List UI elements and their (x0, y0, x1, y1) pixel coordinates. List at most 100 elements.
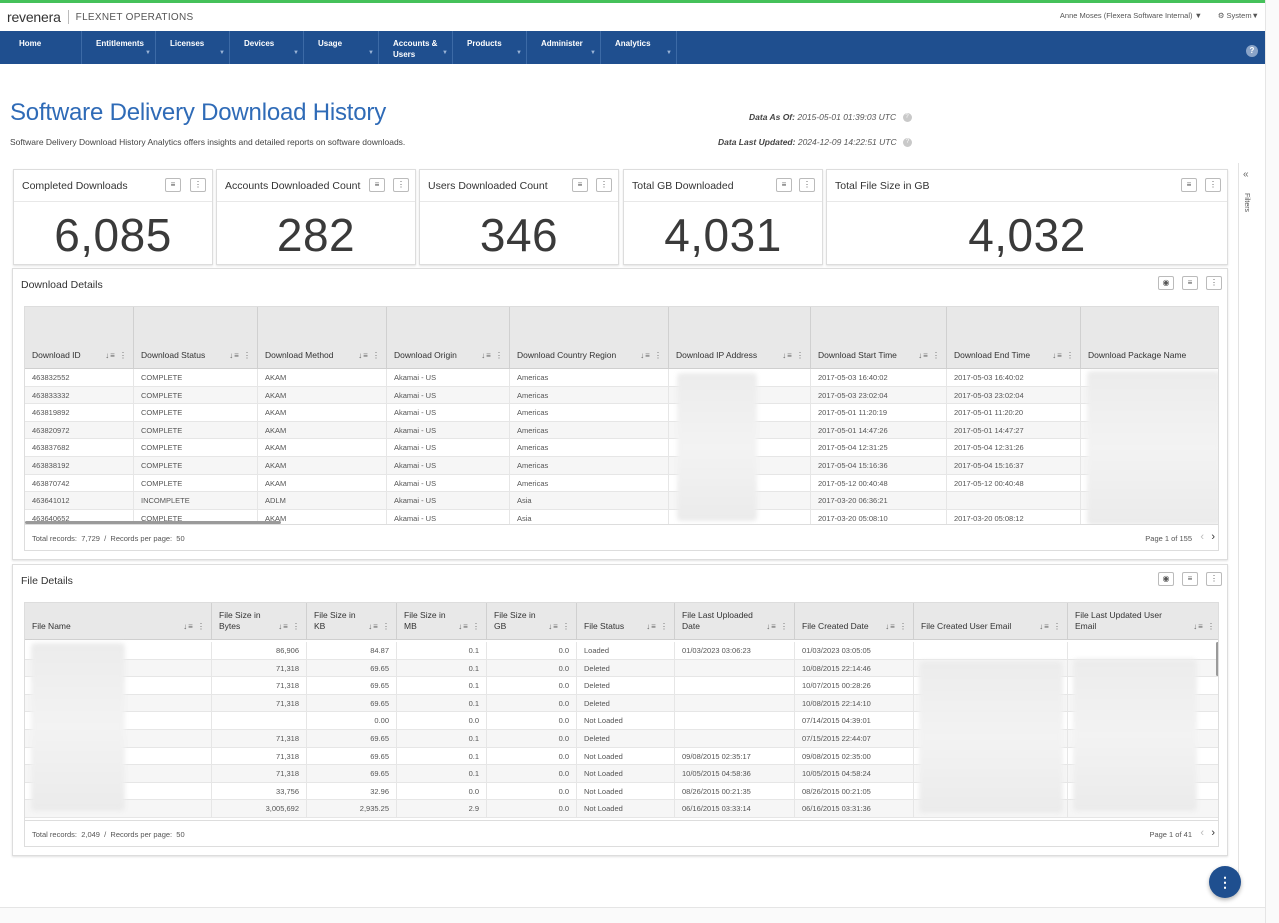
filter-icon[interactable]: ≡ (369, 178, 385, 192)
table-row[interactable]: 463837682 COMPLETE AKAM Akamai - US Americas… (25, 439, 1218, 457)
filter-icon[interactable]: ≡ (1182, 276, 1198, 290)
sort-menu-icon[interactable]: ↓≡ ⋮ (646, 622, 669, 631)
kebab-menu-icon[interactable]: ⋮ (190, 178, 206, 192)
download-details-panel: Download Details ◉ ≡ ⋮ Download ID ↓≡ ⋮ D… (12, 268, 1228, 560)
column-header[interactable]: File Size in GB ↓≡ ⋮ (487, 603, 577, 639)
table-row[interactable]: 33,756 32.96 0.0 0.0 Not Loaded 08/26/2015 00… (25, 782, 1218, 801)
sort-menu-icon[interactable]: ↓≡ ⋮ (278, 622, 301, 631)
kebab-menu-icon[interactable]: ⋮ (1205, 178, 1221, 192)
table-cell: 0.0 (487, 642, 577, 659)
table-row[interactable]: 463820972 COMPLETE AKAM Akamai - US Americas… (25, 421, 1218, 440)
sort-menu-icon[interactable]: ↓≡ ⋮ (885, 622, 908, 631)
chevron-left-icon[interactable]: « (1243, 169, 1249, 180)
column-header[interactable]: Download IP Address ↓≡ ⋮ (669, 307, 811, 368)
table-row[interactable]: 463838192 COMPLETE AKAM Akamai - US Americas… (25, 457, 1218, 475)
sort-menu-icon[interactable]: ↓≡ ⋮ (481, 351, 504, 360)
column-header[interactable]: Download Start Time ↓≡ ⋮ (811, 307, 947, 368)
column-header[interactable]: File Status ↓≡ ⋮ (577, 603, 675, 639)
table-row[interactable]: 86,906 84.87 0.1 0.0 Loaded 01/03/2023 03:06:… (25, 642, 1218, 660)
next-page-icon[interactable]: › (1211, 531, 1215, 543)
nav-item-usage[interactable]: Usage ▼ (304, 31, 379, 64)
sort-menu-icon[interactable]: ↓≡ ⋮ (105, 351, 128, 360)
nav-item-analytics[interactable]: Analytics ▼ (601, 31, 677, 64)
horizontal-scrollbar[interactable] (25, 521, 281, 524)
info-icon[interactable]: ? (902, 113, 912, 123)
column-header[interactable]: File Last Updated User Email ↓≡ ⋮ (1068, 603, 1218, 639)
sort-menu-icon[interactable]: ↓≡ ⋮ (782, 351, 805, 360)
nav-item-devices[interactable]: Devices ▼ (230, 31, 304, 64)
help-icon[interactable]: ? (1246, 45, 1258, 57)
sort-menu-icon[interactable]: ↓≡ ⋮ (766, 622, 789, 631)
filters-panel-toggle[interactable]: « Filters (1238, 163, 1258, 883)
filter-icon[interactable]: ≡ (776, 178, 792, 192)
nav-item-entitlements[interactable]: Entitlements ▼ (82, 31, 156, 64)
nav-item-accounts-users[interactable]: Accounts & Users ▼ (379, 31, 453, 64)
floating-action-button[interactable]: ⋮ (1209, 866, 1241, 898)
system-menu[interactable]: ⚙ System▼ (1217, 11, 1259, 20)
eye-icon[interactable]: ◉ (1158, 276, 1174, 290)
column-header[interactable]: File Size in KB ↓≡ ⋮ (307, 603, 397, 639)
table-row[interactable]: 463870742 COMPLETE AKAM Akamai - US Americas… (25, 474, 1218, 493)
sort-menu-icon[interactable]: ↓≡ ⋮ (183, 622, 206, 631)
prev-page-icon[interactable]: ‹ (1200, 531, 1204, 543)
kebab-menu-icon[interactable]: ⋮ (596, 178, 612, 192)
sort-menu-icon[interactable]: ↓≡ ⋮ (1052, 351, 1075, 360)
info-icon[interactable]: ? (902, 138, 912, 148)
table-row[interactable]: 463640652 COMPLETE AKAM Akamai - US Asia 2017… (25, 509, 1218, 524)
table-row[interactable]: 71,318 69.65 0.1 0.0 Not Loaded 09/08/2015 02… (25, 747, 1218, 766)
eye-icon[interactable]: ◉ (1158, 572, 1174, 586)
prev-page-icon[interactable]: ‹ (1200, 827, 1204, 839)
column-header[interactable]: File Name ↓≡ ⋮ (25, 603, 212, 639)
kebab-menu-icon[interactable]: ⋮ (799, 178, 815, 192)
column-header[interactable]: File Last Uploaded Date ↓≡ ⋮ (675, 603, 795, 639)
sort-menu-icon[interactable]: ↓≡ ⋮ (358, 351, 381, 360)
table-cell: AKAM (258, 369, 387, 386)
nav-item-licenses[interactable]: Licenses ▼ (156, 31, 230, 64)
vertical-scrollbar[interactable] (1216, 642, 1218, 676)
sort-menu-icon[interactable]: ↓≡ ⋮ (458, 622, 481, 631)
column-header[interactable]: File Size in Bytes ↓≡ ⋮ (212, 603, 307, 639)
brand-logo[interactable]: revenera (7, 9, 61, 25)
sort-menu-icon[interactable]: ↓≡ ⋮ (640, 351, 663, 360)
filter-icon[interactable]: ≡ (572, 178, 588, 192)
column-header[interactable]: File Size in MB ↓≡ ⋮ (397, 603, 487, 639)
nav-item-home[interactable]: Home (5, 31, 82, 64)
column-header[interactable]: Download Country Region ↓≡ ⋮ (510, 307, 669, 368)
column-header[interactable]: Download Package Name (1081, 307, 1218, 368)
sort-menu-icon[interactable]: ↓≡ ⋮ (1193, 622, 1216, 631)
table-row[interactable]: 463832552 COMPLETE AKAM Akamai - US Americas… (25, 369, 1218, 387)
table-row[interactable]: 463819892 COMPLETE AKAM Akamai - US Americas… (25, 404, 1218, 422)
column-header[interactable]: File Created Date ↓≡ ⋮ (795, 603, 914, 639)
column-header[interactable]: Download Method ↓≡ ⋮ (258, 307, 387, 368)
per-page-value[interactable]: 50 (176, 830, 185, 839)
table-row[interactable]: 463641012 INCOMPLETE ADLM Akamai - US Asia 20… (25, 492, 1218, 510)
table-cell (669, 386, 811, 404)
sort-menu-icon[interactable]: ↓≡ ⋮ (548, 622, 571, 631)
table-row[interactable]: 0.00 0.0 0.0 Not Loaded 07/14/2015 04:39:01 (25, 712, 1218, 730)
table-row[interactable]: 71,318 69.65 0.1 0.0 Deleted 10/07/2015 00:28… (25, 677, 1218, 695)
next-page-icon[interactable]: › (1211, 827, 1215, 839)
per-page-value[interactable]: 50 (176, 534, 185, 543)
kebab-menu-icon[interactable]: ⋮ (393, 178, 409, 192)
column-header[interactable]: File Created User Email ↓≡ ⋮ (914, 603, 1068, 639)
sort-menu-icon[interactable]: ↓≡ ⋮ (918, 351, 941, 360)
column-header[interactable]: Download ID ↓≡ ⋮ (25, 307, 134, 368)
sort-menu-icon[interactable]: ↓≡ ⋮ (368, 622, 391, 631)
user-menu[interactable]: Anne Moses (Flexera Software Internal) ▼ (1059, 11, 1202, 20)
filter-icon[interactable]: ≡ (1181, 178, 1197, 192)
sort-menu-icon[interactable]: ↓≡ ⋮ (1039, 622, 1062, 631)
nav-item-administer[interactable]: Administer ▼ (527, 31, 601, 64)
kebab-menu-icon[interactable]: ⋮ (1206, 276, 1222, 290)
kebab-menu-icon[interactable]: ⋮ (1206, 572, 1222, 586)
column-header[interactable]: Download Origin ↓≡ ⋮ (387, 307, 510, 368)
filter-icon[interactable]: ≡ (1182, 572, 1198, 586)
sort-menu-icon[interactable]: ↓≡ ⋮ (229, 351, 252, 360)
window-right-edge (1265, 0, 1279, 923)
column-header[interactable]: Download End Time ↓≡ ⋮ (947, 307, 1081, 368)
column-header[interactable]: Download Status ↓≡ ⋮ (134, 307, 258, 368)
filter-icon[interactable]: ≡ (165, 178, 181, 192)
table-cell: 463837682 (25, 439, 134, 456)
table-row[interactable]: 463833332 COMPLETE AKAM Akamai - US Americas… (25, 386, 1218, 405)
total-records-label: Total records: (32, 830, 78, 839)
nav-item-products[interactable]: Products ▼ (453, 31, 527, 64)
